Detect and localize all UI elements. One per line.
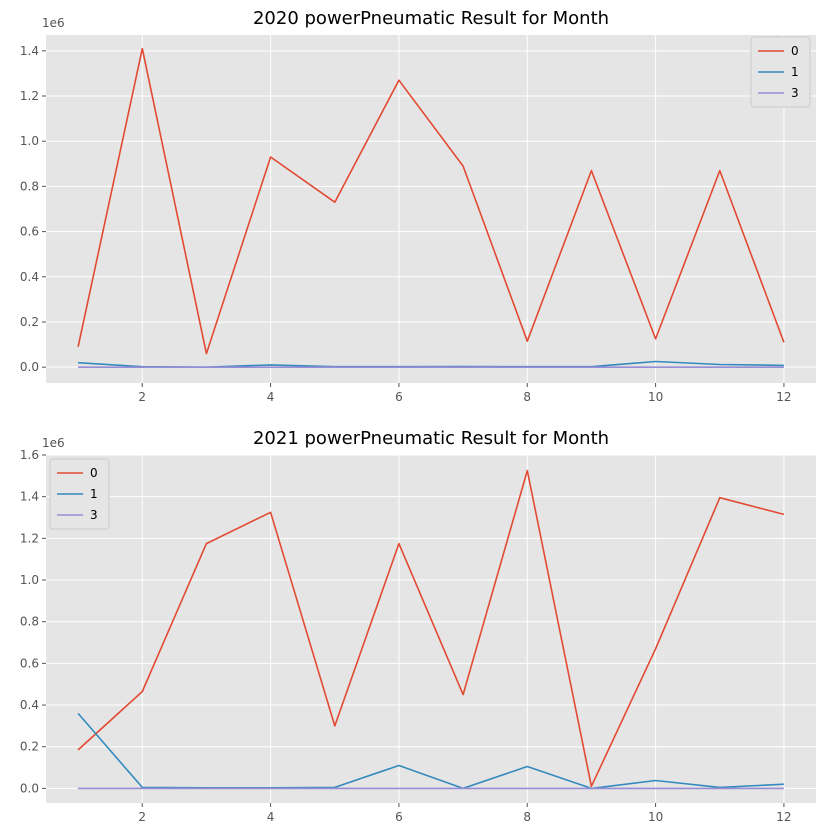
x-tick-label: 2 [138,810,146,824]
chart-title: 2020 powerPneumatic Result for Month [253,8,609,29]
y-tick-label: 1.2 [20,89,39,103]
series-line-0 [77,469,785,788]
x-tick-label: 4 [267,390,275,404]
y-tick-label: 0.2 [20,740,39,754]
series-line-0 [77,47,785,355]
x-tick-label: 8 [523,810,531,824]
y-tick-label: 1.4 [20,44,39,58]
y-offset-label: 1e6 [42,436,65,450]
y-tick-label: 0.8 [20,179,39,193]
plot-area [46,454,816,803]
y-tick-label: 0.6 [20,225,39,239]
x-tick-label: 8 [523,390,531,404]
x-tick-label: 4 [267,810,275,824]
x-tick-label: 12 [776,390,791,404]
plot-area [46,35,816,383]
plot-background [46,455,816,803]
y-tick-label: 0.2 [20,315,39,329]
x-tick-label: 6 [395,810,403,824]
chart-2021: 2021 powerPneumatic Result for Month 1e6… [20,428,816,824]
chart-title: 2021 powerPneumatic Result for Month [253,428,609,449]
x-tick-label: 12 [776,810,791,824]
x-tick-label: 10 [648,810,663,824]
y-tick-label: 0.6 [20,656,39,670]
legend-label-0: 0 [90,466,98,480]
plot-background [46,35,816,383]
y-tick-label: 1.4 [20,490,39,504]
y-tick-label: 1.0 [20,573,39,587]
y-tick-label: 0.8 [20,615,39,629]
legend-label-3: 3 [791,86,799,100]
y-tick-label: 0.4 [20,698,39,712]
y-tick-label: 1.6 [20,448,39,462]
legend-label-1: 1 [90,487,98,501]
x-tick-label: 2 [138,390,146,404]
legend-label-3: 3 [90,508,98,522]
y-tick-label: 0.0 [20,360,39,374]
x-tick-label: 6 [395,390,403,404]
y-offset-label: 1e6 [42,16,65,30]
y-tick-label: 1.0 [20,134,39,148]
x-tick-label: 10 [648,390,663,404]
y-tick-label: 0.0 [20,781,39,795]
legend: 0 1 3 [49,458,110,530]
chart-2020: 2020 powerPneumatic Result for Month 1e6… [20,8,816,404]
y-tick-label: 1.2 [20,531,39,545]
legend-label-0: 0 [791,44,799,58]
legend: 0 1 3 [750,36,811,108]
y-tick-label: 0.4 [20,270,39,284]
legend-label-1: 1 [791,65,799,79]
